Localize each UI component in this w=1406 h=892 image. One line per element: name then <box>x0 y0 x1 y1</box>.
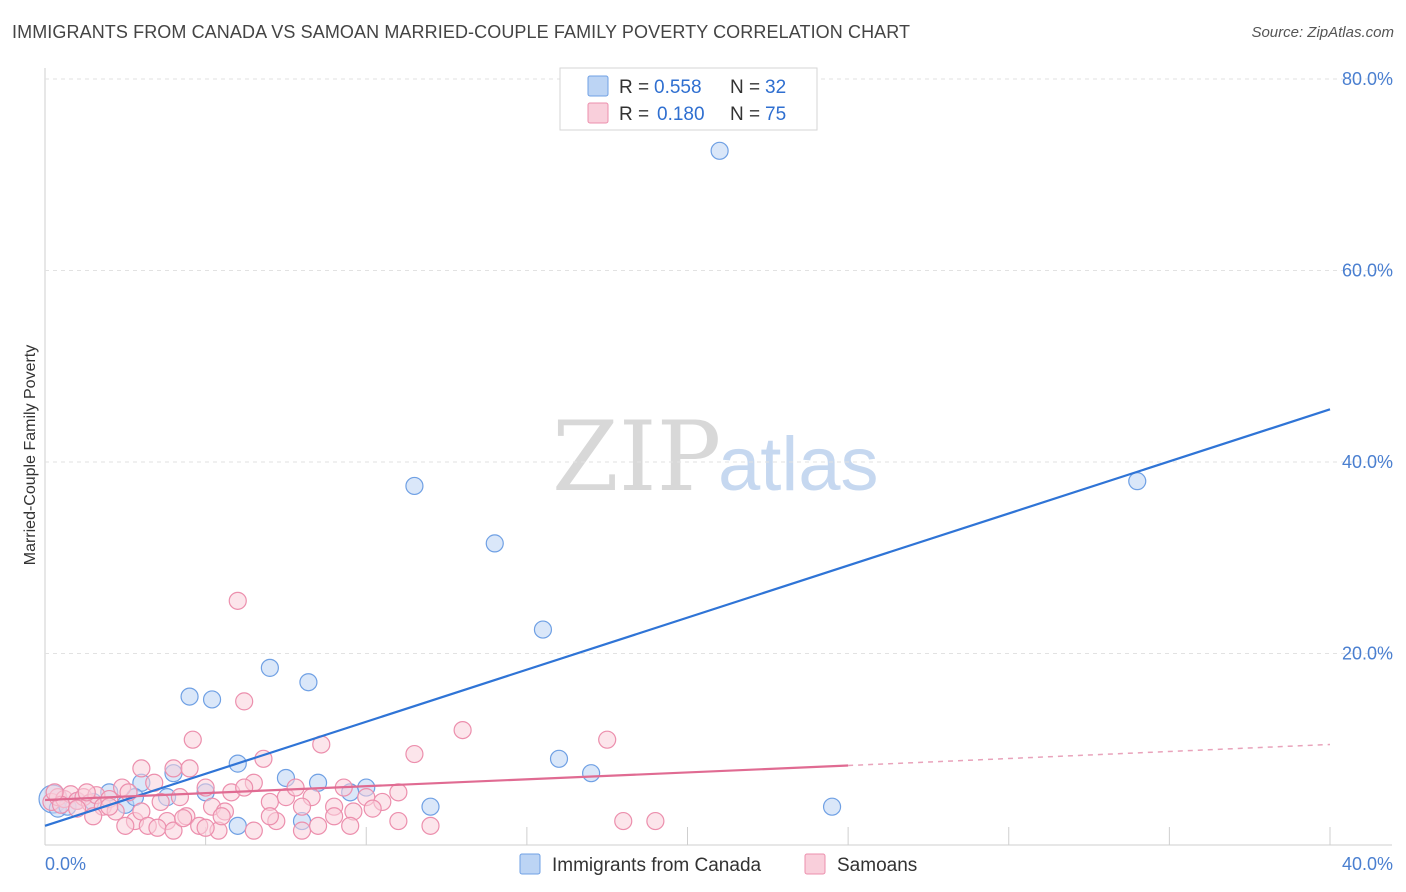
data-point <box>614 811 633 831</box>
data-point <box>646 811 665 831</box>
legend-n-value-canada: 32 <box>765 77 786 98</box>
data-point <box>228 591 247 610</box>
legend-n-value-samoans: 75 <box>765 104 786 125</box>
data-point <box>180 687 199 706</box>
data-point <box>260 658 279 677</box>
data-point <box>389 783 408 802</box>
y-tick-label: 60.0% <box>1342 261 1393 281</box>
bottom-legend-swatch-samoans <box>804 853 826 875</box>
legend-r-label-samoans: R = <box>619 104 649 125</box>
y-tick-label: 20.0% <box>1342 644 1393 664</box>
data-point <box>77 783 96 802</box>
data-point <box>235 692 254 711</box>
y-axis-label: Married-Couple Family Poverty <box>22 345 39 566</box>
legend-r-label-canada: R = <box>619 77 649 98</box>
trend-line-canada <box>44 408 1331 827</box>
data-point <box>235 778 254 797</box>
data-point <box>363 799 382 818</box>
trend-lines <box>44 408 1331 827</box>
data-point <box>228 816 247 835</box>
data-point <box>116 816 135 835</box>
bottom-legend-label-samoans: Samoans <box>837 855 917 876</box>
legend-r-value-canada: 0.558 <box>654 77 702 98</box>
data-point <box>453 720 472 740</box>
data-point <box>292 821 312 840</box>
data-point <box>598 730 617 749</box>
data-point <box>170 788 190 807</box>
data-point <box>389 811 408 831</box>
correlation-legend: R = 0.558 N = 32 R = 0.180 N = 75 <box>559 67 818 131</box>
trend-line-samoans-extension <box>848 743 1331 767</box>
legend-n-label-canada: N = <box>730 77 760 98</box>
data-point <box>148 818 167 837</box>
data-point <box>299 673 318 692</box>
data-point <box>132 759 151 778</box>
series-legend: Immigrants from Canada Samoans <box>519 853 917 876</box>
trend-line-samoans <box>44 764 849 802</box>
data-point <box>244 821 263 840</box>
watermark-zip: ZIP <box>552 401 721 513</box>
data-point <box>421 816 440 835</box>
data-point <box>308 816 328 835</box>
data-point <box>325 807 344 826</box>
data-point <box>341 816 360 835</box>
y-axis-tick-labels: 20.0% 40.0% 60.0% 80.0% <box>1342 69 1393 664</box>
bottom-legend-swatch-canada <box>519 853 541 875</box>
data-point <box>212 807 231 826</box>
legend-swatch-samoans <box>587 102 609 124</box>
watermark-atlas: atlas <box>718 422 879 507</box>
x-axis-tick-labels: 0.0% 40.0% <box>45 854 1393 874</box>
data-point <box>822 797 842 816</box>
data-point <box>286 778 305 797</box>
data-point <box>260 807 279 826</box>
legend-swatch-canada <box>587 75 609 97</box>
x-tick-label: 0.0% <box>45 854 86 874</box>
bottom-legend-label-canada: Immigrants from Canada <box>552 855 762 876</box>
source-label: Source: ZipAtlas.com <box>1251 24 1394 41</box>
x-axis-ticks <box>205 827 1331 845</box>
data-point <box>405 476 424 496</box>
data-point <box>68 799 87 818</box>
legend-r-value-samoans: 0.180 <box>657 104 705 125</box>
legend-n-label-samoans: N = <box>730 104 760 125</box>
data-point <box>582 764 601 783</box>
data-point <box>196 818 215 837</box>
data-point <box>485 534 504 553</box>
data-point <box>174 809 193 828</box>
data-point <box>183 730 202 749</box>
data-point <box>405 744 424 764</box>
data-point <box>164 821 183 840</box>
data-point <box>180 759 199 778</box>
y-tick-label: 40.0% <box>1342 452 1393 472</box>
data-point <box>164 759 183 778</box>
data-point <box>196 778 215 797</box>
data-point <box>292 797 312 816</box>
data-point <box>533 620 553 639</box>
data-point <box>1128 472 1147 491</box>
y-tick-label: 80.0% <box>1342 69 1393 89</box>
data-point <box>421 797 440 816</box>
data-point <box>710 141 729 160</box>
data-point <box>549 749 569 768</box>
chart-title: IMMIGRANTS FROM CANADA VS SAMOAN MARRIED… <box>12 22 911 42</box>
data-point <box>45 783 64 802</box>
data-point <box>151 792 170 812</box>
data-point <box>202 690 222 709</box>
x-tick-label: 40.0% <box>1342 854 1393 874</box>
